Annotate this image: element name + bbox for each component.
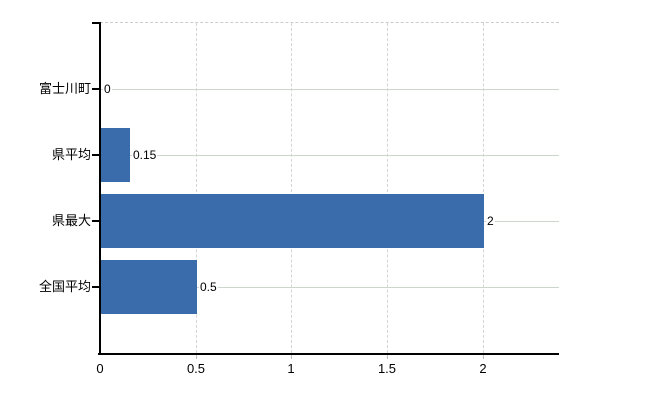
category-tick [92,220,100,222]
y-axis-line [99,22,101,355]
h-gridline [100,155,559,156]
category-tick [92,286,100,288]
bar-value-label: 0.15 [132,147,158,163]
x-tick-label: 2 [479,361,487,376]
bar [101,194,484,248]
plot-top-border [100,22,559,23]
bar-value-label: 0.5 [199,279,218,295]
bar-value-label: 2 [486,213,495,229]
axis-top-tick [92,22,99,24]
category-label: 県平均 [51,147,91,162]
category-label: 富士川町 [38,81,91,96]
h-gridline [100,287,559,288]
bar [101,128,130,182]
v-gridline [196,23,197,353]
x-tick [387,355,388,359]
h-gridline [100,89,559,90]
x-tick [196,355,197,359]
x-tick-label: 1.5 [377,361,397,376]
x-tick-label: 0.5 [186,361,206,376]
x-tick-label: 1 [287,361,295,376]
category-label: 全国平均 [38,279,91,294]
category-tick [92,154,100,156]
bar [101,260,197,314]
x-tick [483,355,484,359]
x-tick [291,355,292,359]
bar-value-label: 0 [103,81,112,97]
x-tick-label: 0 [96,361,104,376]
v-gridline [483,23,484,353]
category-tick [92,88,100,90]
x-axis-line [98,353,559,355]
category-label: 県最大 [51,213,91,228]
v-gridline [387,23,388,353]
v-gridline [291,23,292,353]
